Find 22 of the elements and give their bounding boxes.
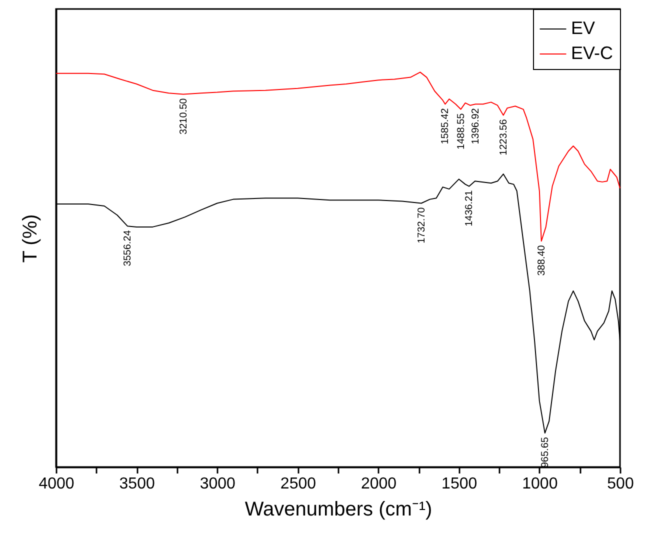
legend-label: EV xyxy=(571,18,596,38)
x-tick-label: 4000 xyxy=(38,476,74,492)
annotation: 3210.50 xyxy=(178,98,190,134)
x-tick-label: 1000 xyxy=(522,476,558,492)
annotation: 1585.42 xyxy=(440,108,452,144)
x-axis-title: Wavenumbers (cm⁻¹) xyxy=(244,498,432,520)
annotation: 1436.21 xyxy=(464,190,476,226)
annotation: 965.65 xyxy=(540,436,551,468)
x-tick-label: 1500 xyxy=(442,476,478,492)
x-tick-label: 500 xyxy=(607,476,634,492)
annotation: 1488.55 xyxy=(456,112,467,150)
annotation: 1396.92 xyxy=(470,108,482,144)
annotation: 1732.70 xyxy=(416,206,428,244)
annotation: 1223.56 xyxy=(498,118,510,156)
x-tick-label: 3000 xyxy=(200,476,236,492)
x-tick-label: 3500 xyxy=(119,476,155,492)
x-tick-label: 2000 xyxy=(360,476,397,492)
annotation: 388.40 xyxy=(536,244,548,276)
annotation: 3556.24 xyxy=(122,230,134,266)
y-axis-title: T (%) xyxy=(20,214,42,263)
legend-label: EV-C xyxy=(571,43,614,63)
x-tick-label: 2500 xyxy=(280,476,316,492)
